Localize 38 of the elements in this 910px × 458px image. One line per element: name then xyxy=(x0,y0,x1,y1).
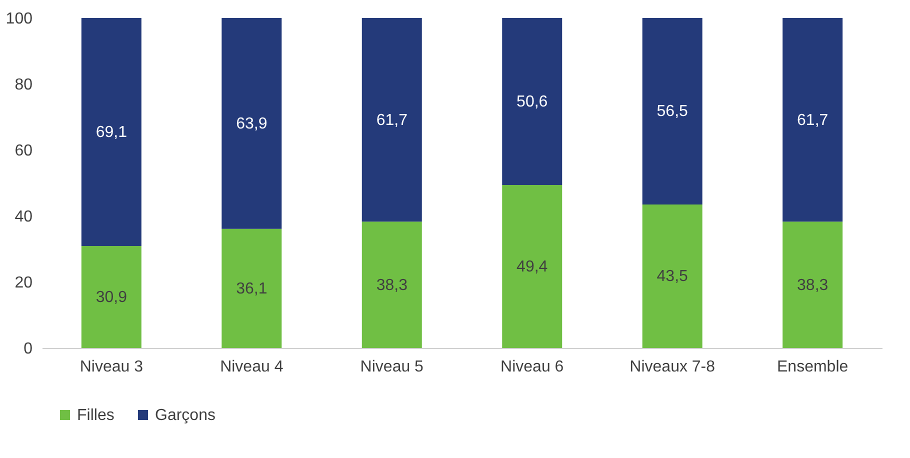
y-tick-label: 20 xyxy=(14,274,33,292)
x-tick-label: Niveau 3 xyxy=(80,358,144,376)
bar xyxy=(222,228,282,348)
y-tick-label: 80 xyxy=(14,76,33,94)
legend-label: Filles xyxy=(77,407,114,424)
data-label: 43,5 xyxy=(656,268,688,286)
bar xyxy=(642,18,702,204)
x-tick-label: Ensemble xyxy=(777,358,848,376)
y-tick-label: 100 xyxy=(6,10,33,28)
data-label: 36,1 xyxy=(236,280,268,298)
y-tick-label: 60 xyxy=(14,142,33,160)
bar xyxy=(362,222,422,348)
bar xyxy=(81,246,142,348)
x-tick-label: Niveaux 7-8 xyxy=(630,358,716,376)
bar xyxy=(362,18,422,222)
legend-label: Garçons xyxy=(155,407,216,424)
bar xyxy=(642,204,702,348)
bar xyxy=(782,222,843,348)
y-tick-label: 0 xyxy=(24,340,33,358)
y-tick-label: 40 xyxy=(14,208,33,226)
bar xyxy=(502,184,562,348)
bar xyxy=(81,18,142,246)
data-label: 38,3 xyxy=(797,276,828,294)
data-label: 50,6 xyxy=(516,93,548,110)
data-label: 61,7 xyxy=(376,112,408,129)
data-label: 69,1 xyxy=(96,124,128,142)
data-label: 63,9 xyxy=(236,115,268,132)
bar xyxy=(222,18,282,229)
x-tick-label: Niveau 5 xyxy=(360,358,424,376)
data-label: 49,4 xyxy=(516,258,548,276)
x-tick-label: Niveau 4 xyxy=(220,358,284,376)
x-tick-label: Niveau 6 xyxy=(500,358,564,376)
data-label: 61,7 xyxy=(797,112,828,129)
bar xyxy=(502,18,562,185)
data-label: 56,5 xyxy=(656,103,688,120)
data-label: 30,9 xyxy=(96,289,128,306)
data-label: 38,3 xyxy=(376,276,408,294)
bar xyxy=(782,18,843,222)
